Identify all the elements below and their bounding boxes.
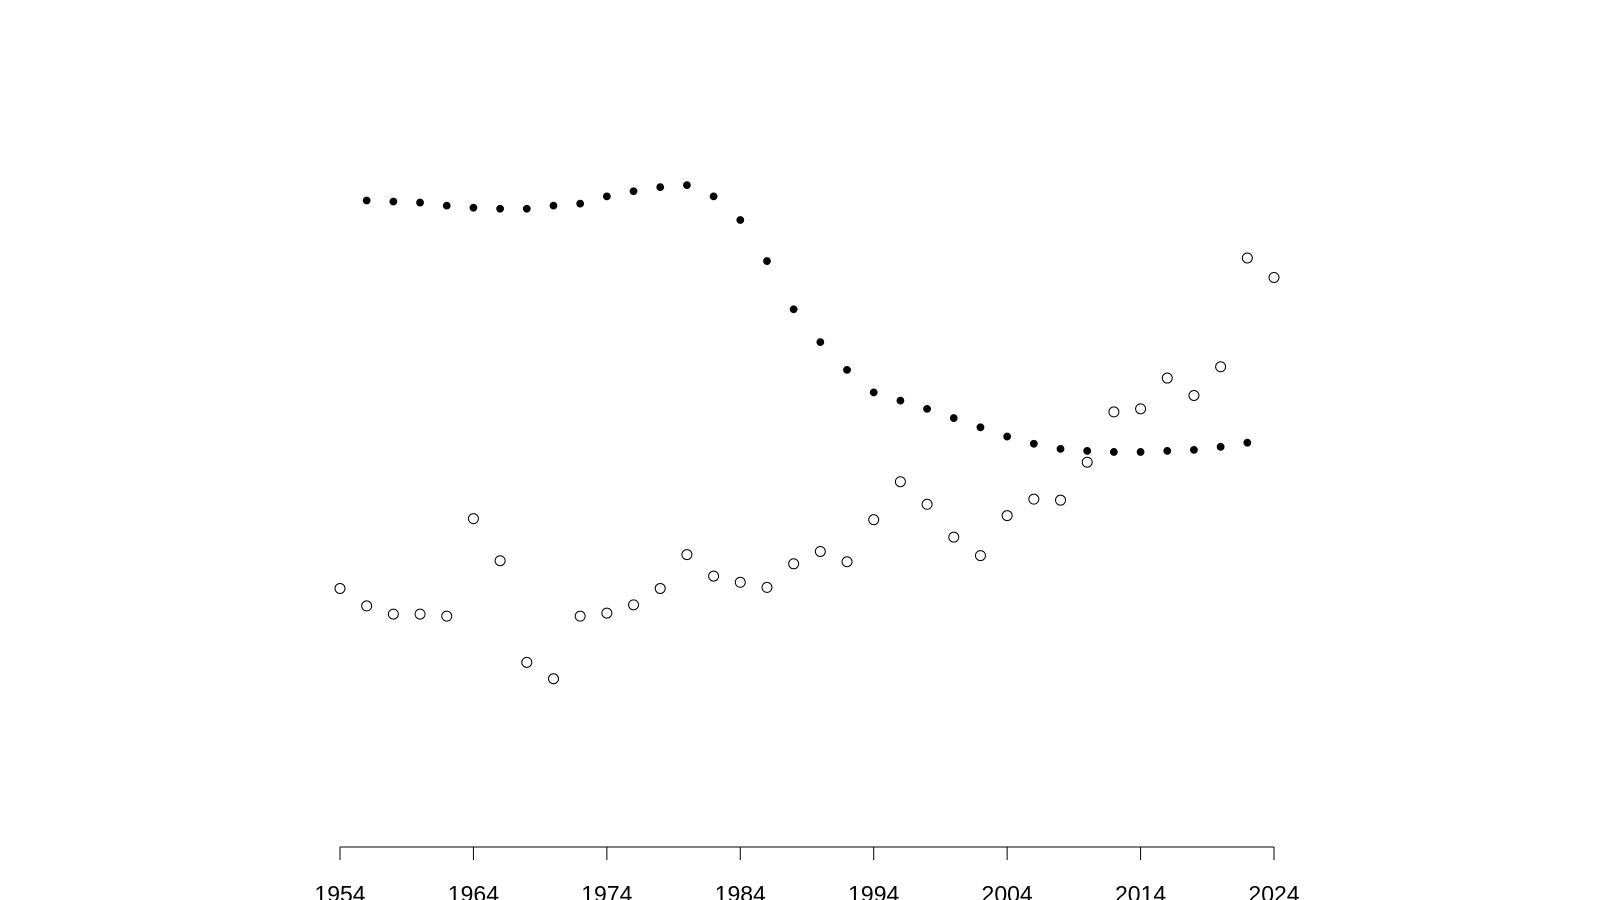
filled-point: [1083, 447, 1092, 455]
open-point: [1188, 390, 1200, 402]
x-tick-label: 2004: [982, 881, 1033, 900]
filled-point: [629, 187, 638, 196]
x-tick-label: 1974: [581, 881, 632, 900]
open-point: [467, 513, 479, 525]
filled-point: [1056, 444, 1065, 453]
filled-point: [843, 365, 851, 374]
x-tick-label: 2024: [1248, 881, 1299, 900]
open-point: [361, 600, 373, 612]
filled-point: [709, 192, 718, 201]
open-point: [628, 599, 640, 611]
x-tick-label: 1984: [715, 881, 766, 900]
open-point: [734, 576, 746, 588]
filled-point: [736, 216, 745, 224]
open-point: [654, 582, 666, 594]
x-tick-label: 1954: [314, 881, 365, 900]
filled-point: [656, 183, 665, 192]
open-point: [814, 545, 826, 557]
open-point: [387, 608, 399, 620]
filled-point: [1163, 447, 1172, 455]
filled-point: [869, 388, 878, 397]
open-point: [1055, 494, 1067, 506]
open-point: [1028, 493, 1040, 505]
open-point: [1161, 372, 1173, 384]
open-point: [1108, 406, 1120, 418]
open-point: [868, 514, 880, 526]
filled-point: [1136, 448, 1145, 456]
filled-point: [789, 305, 798, 314]
filled-point: [923, 404, 931, 413]
open-point: [761, 581, 773, 593]
open-point: [1241, 252, 1253, 264]
x-tick-label: 1964: [448, 881, 499, 900]
filled-point: [442, 201, 451, 210]
filled-point: [496, 204, 505, 213]
x-tick-label: 1994: [848, 881, 899, 900]
x-tick-label: 2014: [1115, 881, 1166, 900]
open-point: [1135, 403, 1147, 415]
open-point: [708, 570, 720, 582]
filled-point: [576, 199, 585, 208]
open-point: [1215, 361, 1227, 373]
open-point: [1081, 456, 1093, 468]
filled-point: [522, 204, 531, 213]
open-point: [601, 607, 613, 619]
open-point: [841, 556, 853, 568]
open-point: [441, 610, 453, 622]
filled-point: [1003, 432, 1012, 441]
filled-point: [1243, 438, 1252, 447]
filled-point: [949, 414, 958, 422]
filled-point: [816, 338, 825, 347]
open-point: [414, 608, 426, 620]
open-point: [948, 531, 960, 543]
filled-point: [469, 203, 478, 212]
open-point: [334, 582, 346, 594]
filled-point: [1029, 439, 1038, 448]
open-point: [1001, 510, 1013, 522]
open-point: [494, 555, 506, 567]
open-point: [681, 549, 693, 561]
open-point: [574, 610, 586, 622]
filled-point: [896, 396, 905, 405]
filled-point: [416, 198, 424, 207]
filled-point: [389, 197, 398, 206]
open-point: [1268, 271, 1280, 283]
filled-point: [602, 192, 611, 201]
filled-point: [549, 201, 558, 210]
filled-point: [1109, 448, 1118, 456]
open-point: [521, 656, 533, 668]
filled-point: [362, 196, 371, 205]
filled-point: [1190, 445, 1198, 454]
open-point: [788, 558, 800, 570]
filled-point: [976, 423, 985, 432]
filled-point: [683, 181, 691, 190]
open-point: [921, 498, 933, 510]
open-point: [974, 550, 986, 562]
filled-point: [1216, 442, 1225, 451]
filled-point: [763, 257, 771, 265]
open-point: [547, 673, 559, 685]
open-point: [894, 476, 906, 488]
